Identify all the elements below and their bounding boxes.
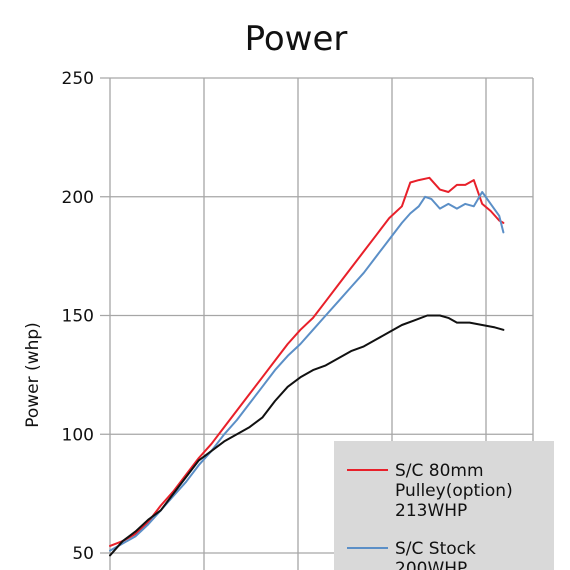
y-tick-labels: 50 100 150 200 250: [62, 69, 94, 564]
y-tick-label-100: 100: [62, 425, 94, 445]
series-line-1: [109, 176, 505, 547]
series-line-3: [109, 314, 505, 557]
y-tick-label-200: 200: [62, 188, 94, 208]
legend-label-1-line-1: S/C 80mm: [395, 461, 484, 481]
gridlines: [100, 77, 534, 570]
series-lines: [109, 176, 505, 557]
y-axis-label: Power (whp): [23, 322, 43, 428]
y-tick-label-50: 50: [72, 544, 94, 564]
legend-label-1-line-3: 213WHP: [395, 501, 467, 521]
y-tick-label-250: 250: [62, 69, 94, 89]
legend-label-1-line-2: Pulley(option): [395, 481, 513, 501]
series-line-2: [109, 191, 505, 552]
legend-label-2-line-1: S/C Stock: [395, 539, 476, 559]
chart-title: Power: [245, 19, 348, 59]
y-tick-label-150: 150: [62, 307, 94, 327]
legend-label-2-line-2: 200WHP: [395, 559, 467, 570]
